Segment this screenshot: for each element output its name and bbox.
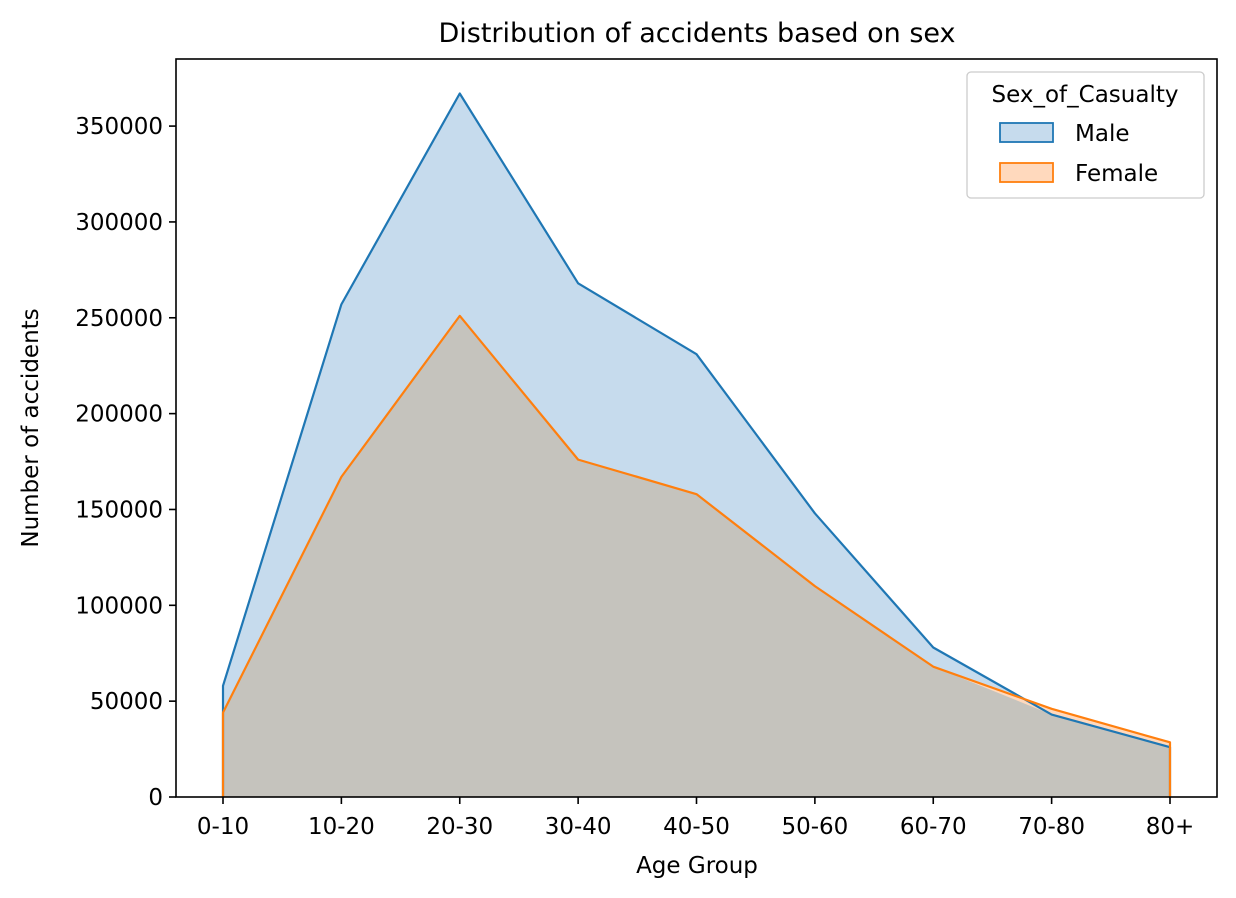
x-tick-label: 40-50 (663, 814, 730, 840)
y-tick-label: 200000 (75, 402, 163, 428)
legend: Sex_of_Casualty Male Female (966, 71, 1205, 199)
y-tick-label: 150000 (75, 497, 163, 523)
x-tick-label: 0-10 (197, 814, 249, 840)
legend-swatch-female (999, 162, 1054, 183)
legend-label-male: Male (1075, 121, 1129, 147)
y-tick-label: 0 (148, 785, 163, 811)
x-tick-label: 20-30 (426, 814, 493, 840)
x-tick-label: 50-60 (781, 814, 848, 840)
y-tick-label: 350000 (75, 114, 163, 140)
x-tick-label: 70-80 (1018, 814, 1085, 840)
x-tick-label: 10-20 (308, 814, 375, 840)
plot-area (221, 92, 1172, 797)
y-tick-label: 50000 (90, 689, 163, 715)
y-tick-label: 100000 (75, 593, 163, 619)
y-axis-label: Number of accidents (18, 308, 44, 547)
y-tick-label: 250000 (75, 306, 163, 332)
series-area-overlap (223, 315, 1170, 797)
x-axis-label: Age Group (636, 853, 758, 879)
legend-title: Sex_of_Casualty (992, 82, 1179, 108)
x-tick-label: 60-70 (900, 814, 967, 840)
y-tick-label: 300000 (75, 210, 163, 236)
x-tick-label: 80+ (1146, 814, 1195, 840)
legend-swatch-male (999, 122, 1054, 143)
x-tick-label: 30-40 (545, 814, 612, 840)
legend-label-female: Female (1075, 161, 1158, 187)
chart-title: Distribution of accidents based on sex (438, 18, 955, 49)
x-axis: 0-10 10-20 20-30 30-40 40-50 50-60 60-70 70-80 8… (197, 797, 1194, 840)
y-axis: 0 50000 100000 150000 200000 250000 300000 3500… (75, 114, 176, 811)
